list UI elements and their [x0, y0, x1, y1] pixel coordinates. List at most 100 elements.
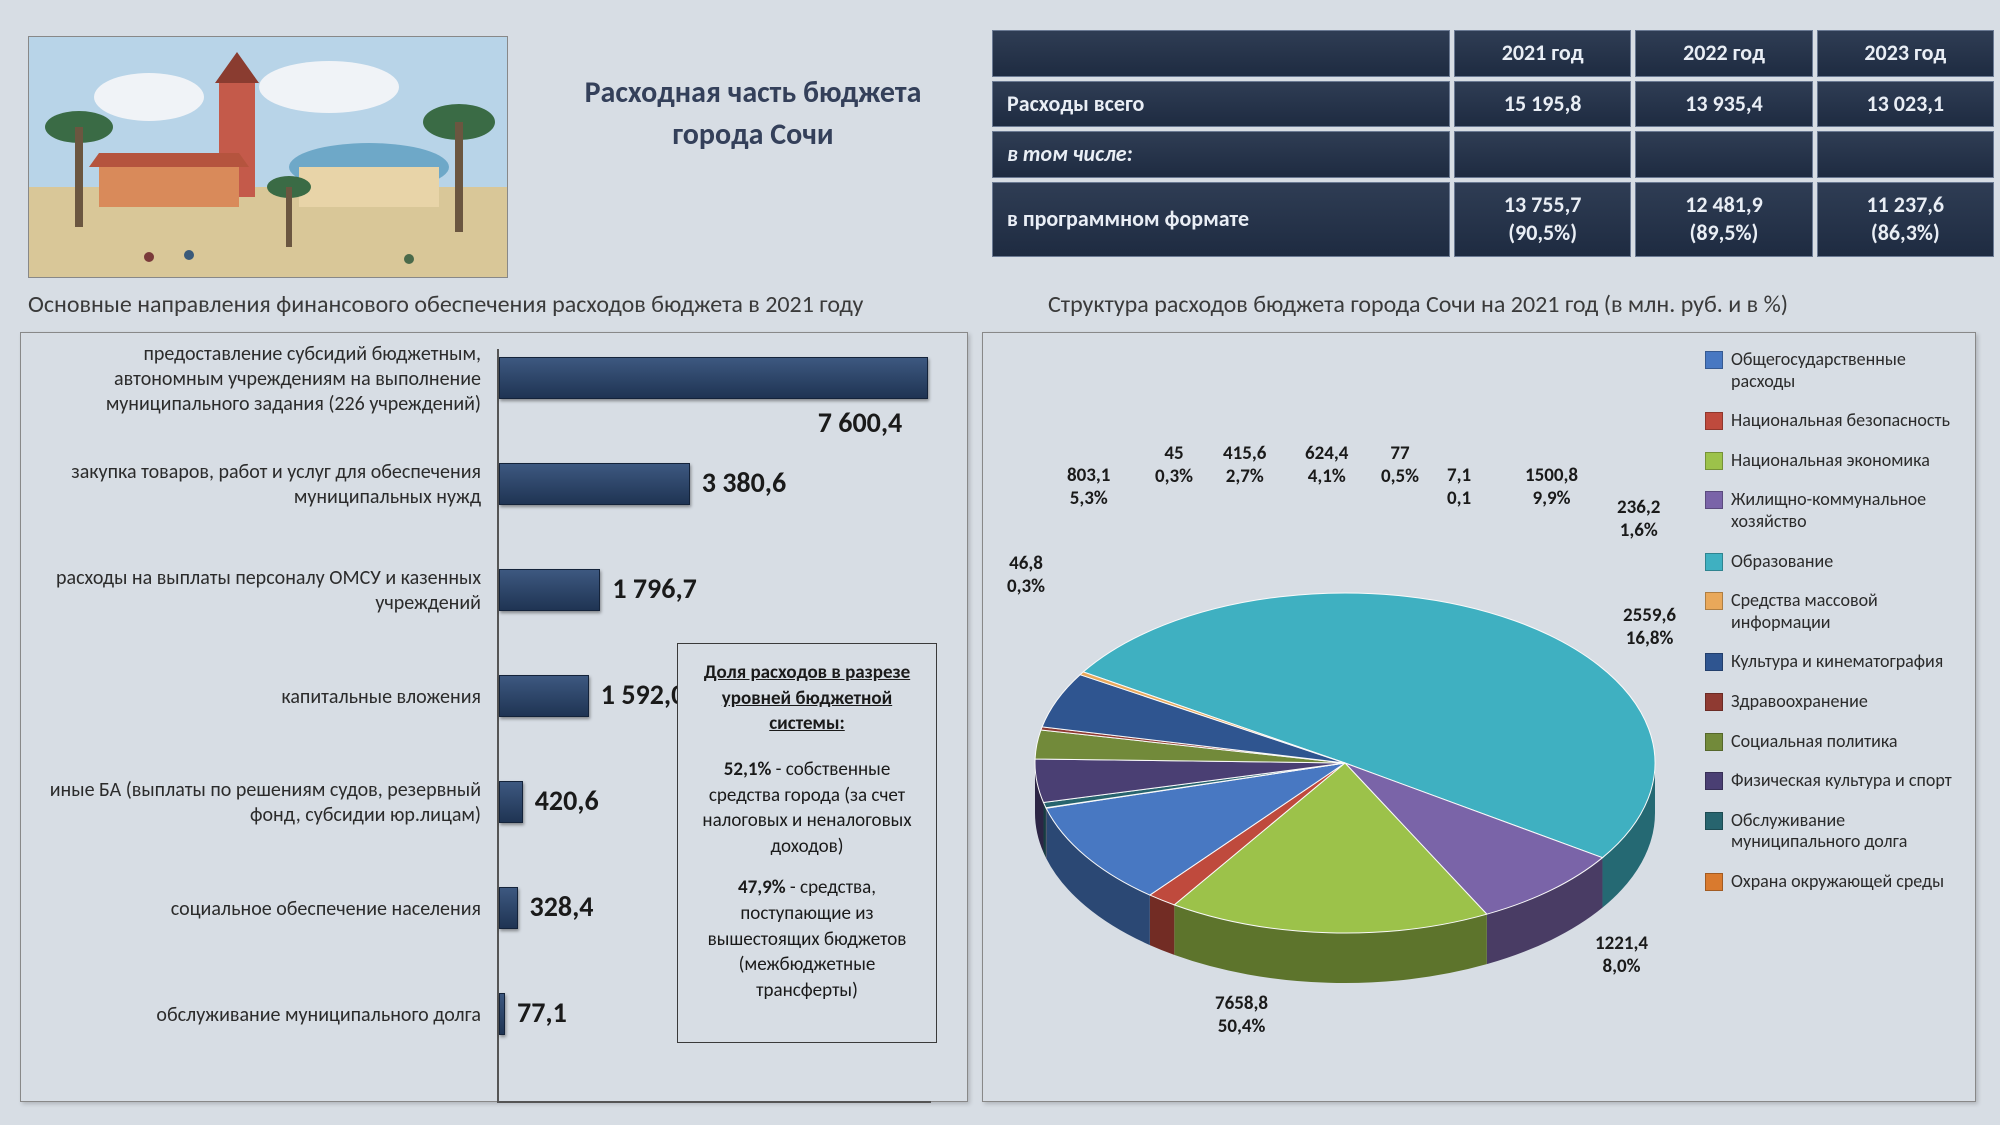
pie-slice-label: 46,80,3%	[1007, 553, 1045, 599]
pie-legend: Общегосударственные расходы Национальная …	[1705, 349, 1961, 911]
row-label: в том числе:	[992, 131, 1450, 178]
legend-swatch	[1705, 772, 1723, 790]
legend-item: Средства массовой информации	[1705, 590, 1961, 633]
bar-value: 1 592,0	[601, 677, 686, 712]
row-cell: 13 755,7(90,5%)	[1454, 182, 1631, 257]
pie-slice-label: 803,15,3%	[1067, 465, 1110, 511]
bar-rect	[499, 569, 600, 611]
bar-value: 420,6	[535, 783, 599, 818]
legend-swatch	[1705, 553, 1723, 571]
legend-label: Образование	[1731, 551, 1833, 573]
legend-label: Национальная безопасность	[1731, 410, 1950, 432]
bar-baseline	[497, 1101, 931, 1103]
bar-value: 328,4	[530, 889, 594, 924]
info-line-1: 52,1% - собственные средства города (за …	[692, 757, 922, 860]
bar-value: 7 600,4	[818, 405, 903, 440]
row-cell: 13 935,4	[1635, 81, 1812, 128]
legend-item: Жилищно-коммунальное хозяйство	[1705, 489, 1961, 532]
table-row: в том числе:	[992, 131, 1994, 178]
info-pct-2: 47,9%	[738, 876, 786, 899]
subtitle-right: Структура расходов бюджета города Сочи н…	[1048, 290, 1788, 319]
legend-item: Охрана окружающей среды	[1705, 871, 1961, 893]
bar-rect	[499, 887, 518, 929]
legend-item: Обслуживание муниципального долга	[1705, 810, 1961, 853]
legend-item: Социальная политика	[1705, 731, 1961, 753]
legend-swatch	[1705, 693, 1723, 711]
subtitle-left: Основные направления финансового обеспеч…	[28, 290, 863, 319]
info-heading: Доля расходов в разрезе уровней бюджетно…	[692, 660, 922, 737]
pie-slice-label: 2559,616,8%	[1623, 605, 1676, 651]
bar-value: 3 380,6	[702, 465, 787, 500]
bar-rect	[499, 675, 589, 717]
bar-rect	[499, 357, 928, 399]
legend-item: Физическая культура и спорт	[1705, 770, 1961, 792]
pie-slice-label: 1221,48,0%	[1595, 933, 1648, 979]
row-cell	[1817, 131, 1994, 178]
row-cell: 13 023,1	[1817, 81, 1994, 128]
pie-slice-label: 236,21,6%	[1617, 497, 1660, 543]
bar-row: предоставление субсидий бюджетным, автон…	[31, 349, 951, 455]
legend-item: Национальная безопасность	[1705, 410, 1961, 432]
legend-label: Обслуживание муниципального долга	[1731, 810, 1961, 853]
row-cell: 11 237,6(86,3%)	[1817, 182, 1994, 257]
row-cell: 15 195,8	[1454, 81, 1631, 128]
info-box: Доля расходов в разрезе уровней бюджетно…	[677, 643, 937, 1043]
row-cell	[1454, 131, 1631, 178]
table-header-row: 2021 год 2022 год 2023 год	[992, 30, 1994, 77]
bar-label: обслуживание муниципального долга	[31, 985, 491, 1045]
legend-swatch	[1705, 351, 1723, 369]
table-row: Расходы всего15 195,813 935,413 023,1	[992, 81, 1994, 128]
sochi-art-icon	[29, 37, 508, 278]
legend-swatch	[1705, 491, 1723, 509]
legend-swatch	[1705, 733, 1723, 751]
pie-slice-label: 7,10,1	[1447, 465, 1471, 511]
page-title: Расходная часть бюджета города Сочи	[538, 72, 968, 156]
legend-swatch	[1705, 592, 1723, 610]
summary-table: 2021 год 2022 год 2023 год Расходы всего…	[988, 26, 1998, 261]
legend-item: Культура и кинематография	[1705, 651, 1961, 673]
bar-rect	[499, 781, 523, 823]
pie-panel: 7658,850,4% 1221,48,0% 2559,616,8% 236,21,6…	[982, 332, 1976, 1102]
row-cell: 12 481,9(89,5%)	[1635, 182, 1812, 257]
pie-slice-label: 7658,850,4%	[1215, 993, 1268, 1039]
header: Расходная часть бюджета города Сочи 2021…	[28, 18, 1980, 283]
legend-item: Образование	[1705, 551, 1961, 573]
legend-item: Общегосударственные расходы	[1705, 349, 1961, 392]
legend-swatch	[1705, 873, 1723, 891]
legend-item: Национальная экономика	[1705, 450, 1961, 472]
legend-label: Физическая культура и спорт	[1731, 770, 1952, 792]
bar-value: 77,1	[517, 995, 567, 1030]
legend-label: Здравоохранение	[1731, 691, 1868, 713]
legend-swatch	[1705, 412, 1723, 430]
legend-label: Социальная политика	[1731, 731, 1898, 753]
bar-label: закупка товаров, работ и услуг для обесп…	[31, 455, 491, 515]
legend-swatch	[1705, 452, 1723, 470]
pie-slice-label: 770,5%	[1381, 443, 1419, 489]
bar-value: 1 796,7	[612, 571, 697, 606]
legend-label: Общегосударственные расходы	[1731, 349, 1961, 392]
info-pct-1: 52,1%	[724, 758, 772, 781]
pie-slice-label: 450,3%	[1155, 443, 1193, 489]
th-y2: 2022 год	[1635, 30, 1812, 77]
th-y1: 2021 год	[1454, 30, 1631, 77]
bar-label: капитальные вложения	[31, 667, 491, 727]
pie-slice-label: 415,62,7%	[1223, 443, 1266, 489]
th-y3: 2023 год	[1817, 30, 1994, 77]
header-illustration	[28, 36, 508, 278]
bar-label: социальное обеспечение населения	[31, 879, 491, 939]
row-label: в программном формате	[992, 182, 1450, 257]
bar-label: предоставление субсидий бюджетным, автон…	[31, 349, 491, 409]
legend-label: Жилищно-коммунальное хозяйство	[1731, 489, 1961, 532]
pie-slice-label: 1500,89,9%	[1525, 465, 1578, 511]
bar-panel: предоставление субсидий бюджетным, автон…	[20, 332, 968, 1102]
legend-label: Охрана окружающей среды	[1731, 871, 1944, 893]
table-row: в программном формате13 755,7(90,5%)12 4…	[992, 182, 1994, 257]
info-line-2: 47,9% - средства, поступающие из вышесто…	[692, 875, 922, 1003]
bar-rect	[499, 993, 505, 1035]
bar-label: иные БА (выплаты по решениям судов, резе…	[31, 773, 491, 833]
legend-label: Культура и кинематография	[1731, 651, 1943, 673]
legend-label: Средства массовой информации	[1731, 590, 1961, 633]
row-label: Расходы всего	[992, 81, 1450, 128]
th-blank	[992, 30, 1450, 77]
pie-slice-label: 624,44,1%	[1305, 443, 1348, 489]
